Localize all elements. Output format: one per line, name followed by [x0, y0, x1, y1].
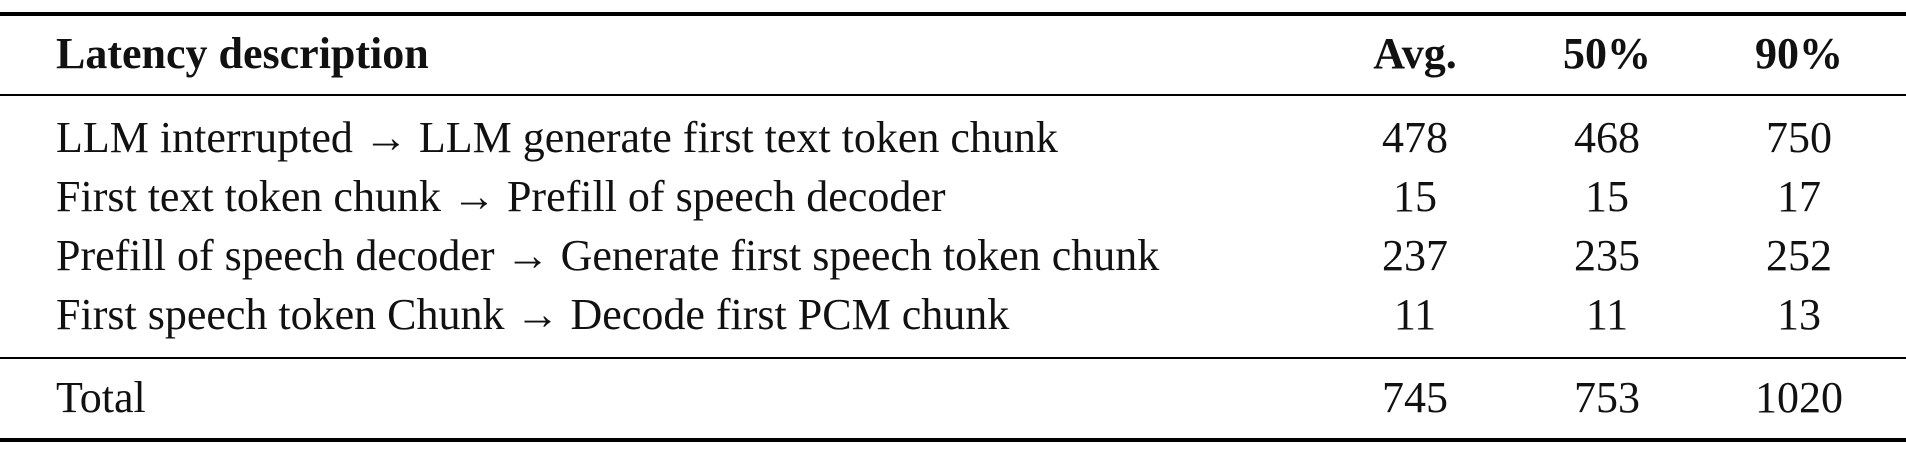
- row-50-percent: 468: [1574, 113, 1640, 162]
- header-avg: Avg.: [1373, 29, 1457, 78]
- bottom-rule: [0, 438, 1906, 442]
- row-description: LLM interrupted → LLM generate first tex…: [56, 113, 1058, 162]
- total-row: Total 745 753 1020: [0, 370, 1906, 426]
- header-50-percent: 50%: [1563, 29, 1651, 78]
- total-50-percent: 753: [1574, 373, 1640, 422]
- row-90-percent: 252: [1766, 231, 1832, 280]
- row-50-percent: 15: [1585, 172, 1629, 221]
- header-latency-description: Latency description: [56, 29, 429, 78]
- top-rule: [0, 12, 1906, 16]
- total-avg: 745: [1382, 373, 1448, 422]
- row-90-percent: 17: [1777, 172, 1821, 221]
- header-rule: [0, 94, 1906, 96]
- row-50-percent: 235: [1574, 231, 1640, 280]
- table-header-row: Latency description Avg. 50% 90%: [0, 26, 1906, 82]
- row-description: First speech token Chunk → Decode first …: [56, 290, 1010, 339]
- row-50-percent: 11: [1585, 290, 1629, 339]
- row-description: Prefill of speech decoder → Generate fir…: [56, 231, 1160, 280]
- table-row: First text token chunk → Prefill of spee…: [0, 169, 1906, 225]
- header-90-percent: 90%: [1755, 29, 1843, 78]
- total-90-percent: 1020: [1755, 373, 1843, 422]
- row-avg: 11: [1393, 290, 1437, 339]
- row-avg: 478: [1382, 113, 1448, 162]
- row-avg: 15: [1393, 172, 1437, 221]
- row-90-percent: 750: [1766, 113, 1832, 162]
- table-row: LLM interrupted → LLM generate first tex…: [0, 110, 1906, 166]
- total-rule: [0, 357, 1906, 359]
- row-avg: 237: [1382, 231, 1448, 280]
- total-label: Total: [56, 373, 146, 422]
- row-description: First text token chunk → Prefill of spee…: [56, 172, 946, 221]
- table-row: Prefill of speech decoder → Generate fir…: [0, 228, 1906, 284]
- table-row: First speech token Chunk → Decode first …: [0, 287, 1906, 343]
- row-90-percent: 13: [1777, 290, 1821, 339]
